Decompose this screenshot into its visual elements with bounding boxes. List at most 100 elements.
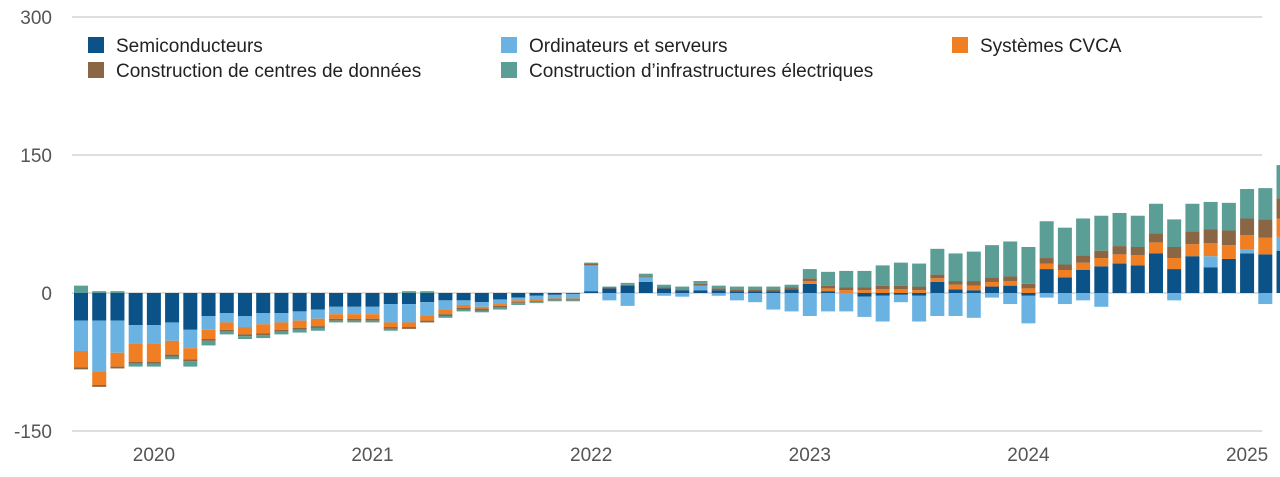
bar-segment	[1130, 265, 1145, 293]
bar-segment	[547, 294, 562, 299]
bar-segment	[74, 320, 88, 351]
bar-segment	[110, 293, 125, 321]
bar-segment	[365, 314, 380, 319]
bar-segment	[146, 293, 161, 326]
bar-segment	[128, 325, 143, 344]
bar-segment	[1258, 188, 1273, 220]
legend-label: Construction de centres de données	[116, 61, 421, 82]
bar-segment	[657, 287, 672, 289]
bar-segment	[383, 328, 398, 331]
legend-swatch	[88, 62, 104, 78]
bar-segment	[766, 291, 781, 293]
bar-segment	[74, 293, 88, 321]
x-tick-label: 2024	[1007, 445, 1050, 466]
bar-segment	[839, 270, 854, 288]
bar-segment	[183, 348, 198, 360]
bar-segment	[401, 304, 416, 323]
bar-segment	[237, 334, 252, 337]
bar-segment	[456, 304, 471, 308]
bar-segment	[1167, 293, 1182, 301]
bar-segment	[74, 285, 88, 293]
bar-segment	[292, 327, 307, 330]
bar-segment	[365, 320, 380, 323]
bar-segment	[1039, 221, 1054, 259]
bar-segment	[802, 283, 817, 293]
bar-segment	[893, 294, 908, 303]
bar-segment	[1221, 245, 1236, 259]
bar-segment	[201, 293, 216, 316]
bar-segment	[620, 284, 635, 286]
bar-segment	[1185, 203, 1200, 232]
bar-segment	[365, 306, 380, 315]
bar-segment	[128, 363, 143, 367]
bar-segment	[857, 270, 872, 288]
y-tick-label: 150	[20, 146, 52, 167]
bar-segment	[256, 293, 271, 314]
bar-segment	[547, 298, 562, 300]
bar-segment	[1057, 270, 1072, 278]
bar-segment	[1130, 247, 1145, 256]
bar-segment	[529, 299, 544, 302]
bar-segment	[474, 308, 489, 311]
y-tick-label: -150	[14, 422, 52, 443]
bar-segment	[1112, 246, 1127, 255]
bar-segment	[183, 361, 198, 367]
bar-segment	[438, 314, 453, 316]
bar-segment	[292, 329, 307, 333]
bar-segment	[511, 293, 526, 298]
bar-segment	[784, 293, 799, 312]
bar-segment	[383, 327, 398, 329]
bar-segment	[1003, 281, 1018, 286]
bar-segment	[401, 293, 416, 305]
bar-segment	[1094, 266, 1109, 293]
legend-swatch	[88, 37, 104, 53]
bar-segment	[401, 322, 416, 328]
bar-segment	[310, 309, 325, 319]
bar-segment	[1003, 276, 1018, 282]
bar-segment	[274, 293, 289, 314]
bar-segment	[584, 265, 599, 292]
bar-segment	[128, 343, 143, 362]
bar-segment	[456, 309, 471, 312]
bar-segment	[602, 293, 617, 301]
bar-segment	[565, 298, 580, 300]
bar-segment	[565, 293, 580, 294]
bar-segment	[729, 291, 744, 293]
bar-segment	[529, 302, 544, 304]
bar-segment	[565, 300, 580, 302]
bar-segment	[966, 293, 981, 318]
bar-segment	[1057, 277, 1072, 293]
bar-segment	[110, 366, 125, 369]
bar-segment	[1021, 247, 1036, 284]
bar-segment	[893, 262, 908, 286]
bar-segment	[329, 293, 344, 307]
bar-segment	[1203, 243, 1218, 257]
bar-segment	[693, 290, 708, 293]
bar-segment	[401, 291, 416, 293]
legend-item-semiconducteurs: Semiconducteurs	[88, 36, 263, 57]
bar-segment	[711, 290, 726, 293]
legend-label: Construction d’infrastructures électriqu…	[529, 61, 873, 82]
bar-segment	[1185, 256, 1200, 293]
bar-segment	[948, 253, 963, 282]
bar-segment	[584, 291, 599, 293]
bar-segment	[675, 289, 690, 291]
bar-segment	[620, 285, 635, 293]
bar-segment	[985, 245, 999, 278]
bar-segment	[1076, 262, 1091, 270]
bar-segment	[638, 281, 653, 293]
bar-segment	[1258, 254, 1273, 293]
bar-segment	[966, 251, 981, 282]
bar-segment	[638, 273, 653, 277]
bar-segment	[365, 293, 380, 307]
bar-segment	[1276, 218, 1280, 237]
bar-segment	[383, 304, 398, 323]
bar-segment	[966, 290, 981, 293]
legend-item-centres-donnees: Construction de centres de données	[88, 61, 421, 82]
bar-segment	[347, 318, 362, 321]
bar-segment	[1203, 229, 1218, 244]
bar-segment	[1221, 258, 1236, 293]
bar-segment	[1003, 241, 1018, 277]
bar-segment	[1167, 258, 1182, 270]
bar-segment	[201, 339, 216, 341]
